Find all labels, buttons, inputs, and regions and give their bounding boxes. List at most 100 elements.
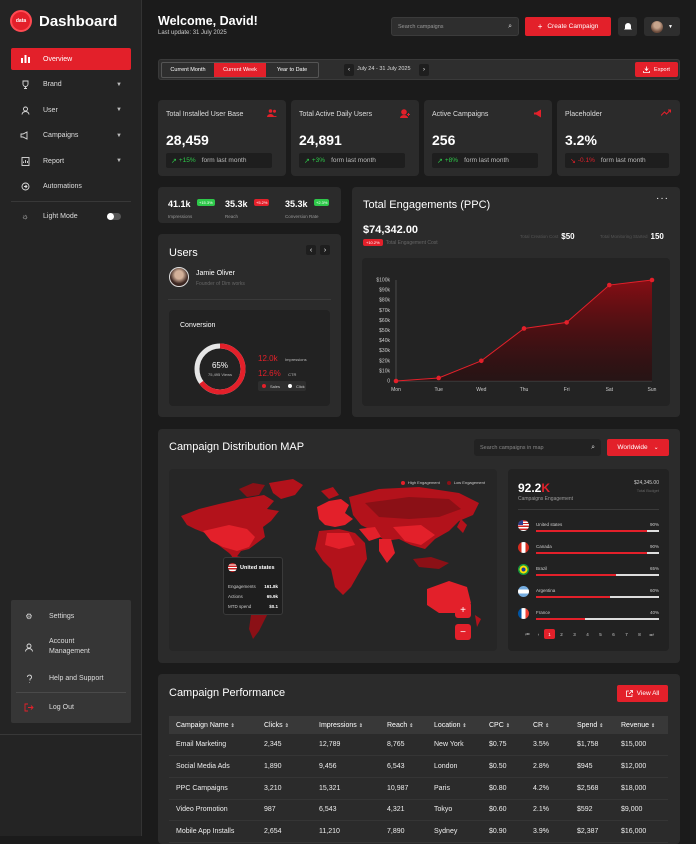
column-header[interactable]: Location ⇕ [427, 716, 482, 734]
page-6[interactable]: 6 [612, 631, 615, 637]
brand-name: Dashboard [39, 12, 118, 30]
account-menu-item[interactable]: Account Management [11, 637, 131, 657]
table-body: Email Marketing 2,345 12,789 8,765 New York $… [169, 734, 668, 843]
table-row[interactable]: Email Marketing 2,345 12,789 8,765 New York $… [169, 734, 668, 757]
tab-current-month[interactable]: Current Month [170, 67, 206, 73]
table-row[interactable]: Video Promotion 987 6,543 4,321 Tokyo $0.60 2.… [169, 799, 668, 822]
light-mode-label: Light Mode [43, 212, 78, 220]
stat-card-active-campaigns: Active Campaigns 256 ↗ +8% form last mon… [424, 100, 552, 176]
light-mode-toggle[interactable]: ☼ Light Mode [11, 205, 131, 227]
tab-year-to-date[interactable]: Year to Date [276, 67, 308, 73]
sidebar-item-label: User [43, 106, 58, 114]
page-1[interactable]: 1 [544, 629, 555, 639]
page-5[interactable]: 5 [599, 631, 602, 637]
campaigns-engagement-value: 92.2K [518, 479, 550, 497]
search-input[interactable]: Search campaigns ⌕ [391, 17, 519, 36]
prev-range-button[interactable]: ‹ [344, 64, 354, 76]
table-row[interactable]: Social Media Ads 1,890 9,456 6,543 London $0.… [169, 755, 668, 778]
users-card: Users ‹ › Jamie Oliver Founder of Dim wo… [158, 234, 341, 417]
prev-page-icon[interactable]: ‹ [537, 631, 540, 637]
page-7[interactable]: 7 [625, 631, 628, 637]
region-select[interactable]: Worldwide ⌄ [607, 439, 669, 456]
zoom-out-button[interactable]: − [455, 624, 471, 640]
main-content: Welcome, David! Last update: 31 July 202… [142, 0, 696, 844]
ca-flag-icon [518, 542, 529, 553]
indonesia-shape [413, 557, 449, 569]
performance-table: Campaign Name ⇕ Clicks ⇕ Impressions ⇕ R… [169, 716, 668, 843]
tooltip-value: 65.9k [266, 594, 278, 599]
country-bar-track [536, 530, 659, 532]
table-cell: Paris [427, 777, 482, 800]
first-page-icon[interactable]: ⏮ [525, 631, 530, 637]
table-cell: $16,000 [614, 820, 668, 843]
sidebar-item-label: Automations [43, 183, 82, 190]
stat-change: ↗ +3% form last month [299, 153, 405, 168]
map-search-input[interactable]: Search campaigns in map ⌕ [474, 439, 601, 456]
world-map-shapes [181, 479, 481, 639]
tooltip-value: $0.1 [269, 604, 278, 609]
sort-icon: ⇕ [409, 722, 414, 729]
automation-icon [19, 182, 31, 191]
page-8[interactable]: 8 [638, 631, 641, 637]
users-next-button[interactable]: › [320, 245, 330, 255]
impressions-label: Impressions [285, 357, 307, 362]
logout-menu-item[interactable]: Log Out [11, 702, 131, 712]
map-tooltip: United states Engagements 161.8k Actions… [223, 557, 283, 615]
creation-cost-value: $50 [561, 232, 575, 241]
table-cell: 2,345 [257, 734, 312, 757]
mini-stat-value: 35.3k [285, 199, 308, 209]
column-header[interactable]: CR ⇕ [526, 716, 570, 734]
tab-current-week[interactable]: Current Week [214, 63, 266, 77]
zoom-in-button[interactable]: + [455, 602, 471, 618]
help-menu-item[interactable]: Help and Support [11, 673, 131, 683]
table-cell: 7,890 [380, 820, 427, 843]
legend-dot-sales [262, 384, 266, 388]
legend-dot-high [400, 480, 405, 485]
sidebar-item-overview[interactable]: Overview [11, 48, 131, 70]
impressions-value: 12.0k [258, 354, 278, 363]
toggle-switch[interactable] [107, 212, 121, 220]
settings-menu-item[interactable]: ⚙ Settings [11, 611, 131, 621]
sidebar-item-campaigns[interactable]: Campaigns ▼ [11, 125, 131, 147]
tooltip-value: 161.8k [264, 584, 278, 589]
sidebar-item-automations[interactable]: Automations [11, 176, 131, 198]
column-header[interactable]: CPC ⇕ [482, 716, 526, 734]
column-header[interactable]: Spend ⇕ [570, 716, 614, 734]
panel-divider [518, 509, 659, 510]
page-2[interactable]: 2 [560, 631, 563, 637]
view-all-button[interactable]: View All [617, 685, 668, 702]
column-header[interactable]: Impressions ⇕ [312, 716, 380, 734]
column-header[interactable]: Reach ⇕ [380, 716, 427, 734]
users-prev-button[interactable]: ‹ [306, 245, 316, 255]
table-row[interactable]: PPC Campaigns 3,210 15,321 10,987 Paris $0.80… [169, 777, 668, 800]
profile-menu[interactable]: ▼ [644, 17, 680, 36]
table-cell: 3.9% [526, 820, 570, 843]
page-4[interactable]: 4 [586, 631, 589, 637]
page-title: Welcome, David! [158, 14, 258, 28]
table-cell: Sydney [427, 820, 482, 843]
sidebar-item-brand[interactable]: Brand ▼ [11, 74, 131, 96]
last-page-icon[interactable]: ⏭ [649, 631, 654, 637]
column-header[interactable]: Revenue ⇕ [614, 716, 668, 734]
table-cell: 1,890 [257, 755, 312, 778]
more-options-icon[interactable]: ··· [656, 193, 669, 204]
table-cell: $0.50 [482, 755, 526, 778]
us-flag-icon [518, 520, 529, 531]
table-row[interactable]: Mobile App Installs 2,654 11,210 7,890 Sydne… [169, 820, 668, 843]
external-link-icon [625, 690, 633, 697]
notification-button[interactable] [618, 17, 637, 36]
sidebar-item-user[interactable]: User ▼ [11, 99, 131, 121]
sidebar-item-report[interactable]: Report ▼ [11, 150, 131, 172]
chart-point [521, 326, 527, 331]
plus-icon: + [537, 22, 543, 31]
x-tick-label: Wed [476, 387, 486, 393]
column-header[interactable]: Clicks ⇕ [257, 716, 312, 734]
page-3[interactable]: 3 [573, 631, 576, 637]
next-range-button[interactable]: › [419, 64, 429, 76]
export-button[interactable]: Export [635, 62, 678, 77]
create-campaign-button[interactable]: + Create Campaign [525, 17, 611, 36]
country-bar-track [536, 574, 659, 576]
column-header[interactable]: Campaign Name ⇕ [169, 716, 257, 734]
legend-sales: Sales [270, 383, 281, 389]
brand-logo[interactable]: data Dashboard [10, 10, 117, 32]
